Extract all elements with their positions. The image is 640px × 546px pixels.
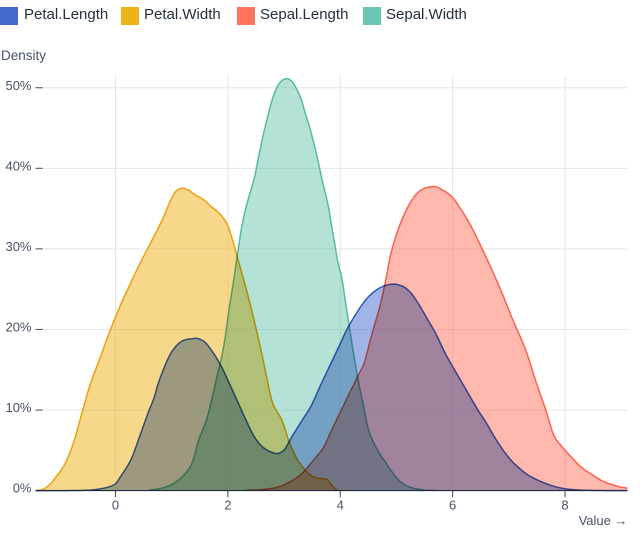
- svg-text:20%: 20%: [5, 320, 31, 335]
- svg-text:0%: 0%: [13, 481, 32, 496]
- svg-text:Value →: Value →: [579, 513, 628, 528]
- svg-text:10%: 10%: [5, 400, 31, 415]
- svg-text:6: 6: [449, 498, 456, 513]
- svg-text:30%: 30%: [5, 239, 31, 254]
- svg-text:8: 8: [561, 498, 568, 513]
- svg-text:2: 2: [224, 498, 231, 513]
- svg-text:50%: 50%: [5, 78, 31, 93]
- svg-text:40%: 40%: [5, 158, 31, 173]
- svg-text:0: 0: [112, 498, 119, 513]
- svg-text:Density: Density: [1, 48, 46, 63]
- svg-text:4: 4: [337, 498, 344, 513]
